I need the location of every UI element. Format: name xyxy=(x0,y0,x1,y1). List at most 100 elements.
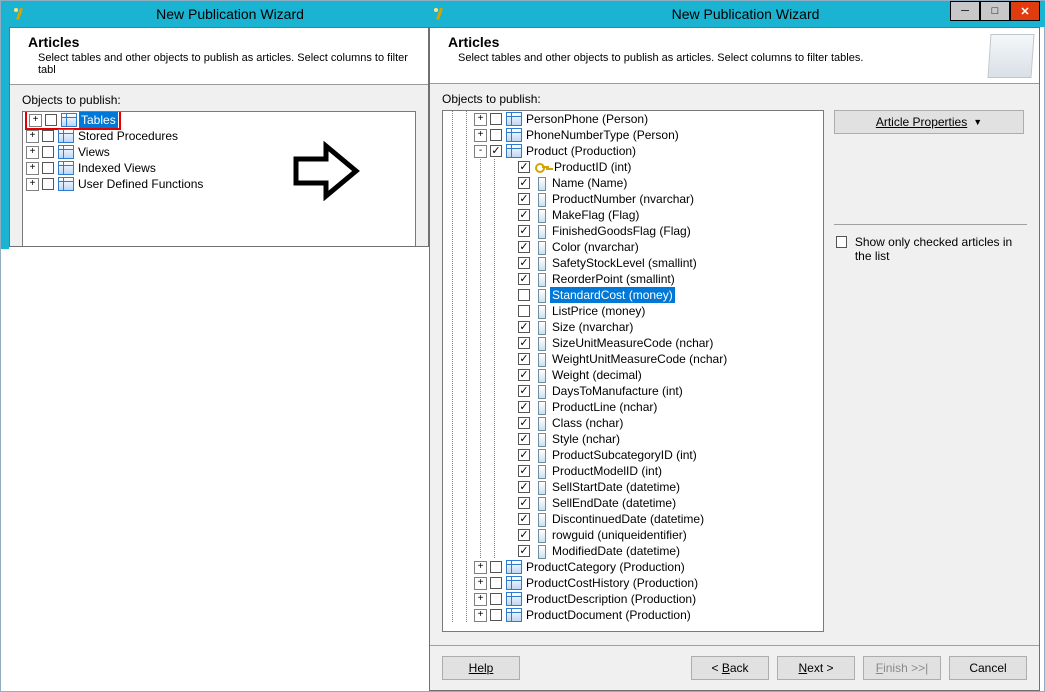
back-button[interactable]: < Back xyxy=(691,656,769,680)
checkbox[interactable] xyxy=(518,273,530,285)
column-row[interactable]: WeightUnitMeasureCode (nchar) xyxy=(443,351,823,367)
column-row[interactable]: ReorderPoint (smallint) xyxy=(443,271,823,287)
checkbox[interactable] xyxy=(518,449,530,461)
right-tree-scroll[interactable]: +PersonPhone (Person)+PhoneNumberType (P… xyxy=(443,111,823,631)
checkbox[interactable] xyxy=(518,161,530,173)
help-button[interactable]: Help xyxy=(442,656,520,680)
expand-icon[interactable]: + xyxy=(474,609,487,622)
checkbox[interactable] xyxy=(518,545,530,557)
checkbox[interactable] xyxy=(518,481,530,493)
checkbox[interactable] xyxy=(518,241,530,253)
checkbox[interactable] xyxy=(518,225,530,237)
left-window-titlebar[interactable]: New Publication Wizard xyxy=(9,1,429,27)
table-row[interactable]: -Product (Production) xyxy=(443,143,823,159)
column-row[interactable]: ModifiedDate (datetime) xyxy=(443,543,823,559)
column-row[interactable]: SizeUnitMeasureCode (nchar) xyxy=(443,335,823,351)
expand-icon[interactable]: + xyxy=(26,178,39,191)
checkbox[interactable] xyxy=(42,178,54,190)
expand-icon[interactable]: + xyxy=(26,146,39,159)
show-only-checkbox[interactable] xyxy=(836,236,847,248)
next-button[interactable]: Next > xyxy=(777,656,855,680)
column-row[interactable]: ProductSubcategoryID (int) xyxy=(443,447,823,463)
column-icon xyxy=(534,240,548,254)
column-row[interactable]: Size (nvarchar) xyxy=(443,319,823,335)
expand-icon[interactable]: + xyxy=(474,561,487,574)
column-row[interactable]: SellEndDate (datetime) xyxy=(443,495,823,511)
checkbox[interactable] xyxy=(45,114,57,126)
article-properties-button[interactable]: Article Properties ▼ xyxy=(834,110,1024,134)
table-row[interactable]: +ProductDocument (Production) xyxy=(443,607,823,623)
table-row[interactable]: +ProductDescription (Production) xyxy=(443,591,823,607)
tree-item-label: ProductCostHistory (Production) xyxy=(524,575,700,591)
checkbox[interactable] xyxy=(42,162,54,174)
column-row[interactable]: SafetyStockLevel (smallint) xyxy=(443,255,823,271)
right-window-titlebar[interactable]: New Publication Wizard ─ □ ✕ xyxy=(429,1,1040,27)
expand-icon[interactable]: + xyxy=(26,130,39,143)
column-row[interactable]: Style (nchar) xyxy=(443,431,823,447)
table-row[interactable]: + ProductCostHistory (Production) xyxy=(443,575,823,591)
expand-icon[interactable]: + xyxy=(29,114,42,127)
column-row[interactable]: DiscontinuedDate (datetime) xyxy=(443,511,823,527)
checkbox[interactable] xyxy=(518,385,530,397)
minimize-button[interactable]: ─ xyxy=(950,1,980,21)
column-row[interactable]: StandardCost (money) xyxy=(443,287,823,303)
checkbox[interactable] xyxy=(518,289,530,301)
column-row[interactable]: DaysToManufacture (int) xyxy=(443,383,823,399)
column-row[interactable]: rowguid (uniqueidentifier) xyxy=(443,527,823,543)
checkbox[interactable] xyxy=(518,433,530,445)
column-row[interactable]: ProductID (int) xyxy=(443,159,823,175)
show-only-checked-option[interactable]: Show only checked articles in the list xyxy=(834,235,1027,263)
checkbox[interactable] xyxy=(518,257,530,269)
column-row[interactable]: ProductLine (nchar) xyxy=(443,399,823,415)
checkbox[interactable] xyxy=(518,465,530,477)
maximize-button[interactable]: □ xyxy=(980,1,1010,21)
checkbox[interactable] xyxy=(518,193,530,205)
column-row[interactable]: Class (nchar) xyxy=(443,415,823,431)
checkbox[interactable] xyxy=(490,577,502,589)
checkbox[interactable] xyxy=(518,353,530,365)
checkbox[interactable] xyxy=(518,337,530,349)
checkbox[interactable] xyxy=(518,209,530,221)
table-row[interactable]: +PersonPhone (Person) xyxy=(443,111,823,127)
checkbox[interactable] xyxy=(518,305,530,317)
expand-icon[interactable]: + xyxy=(474,593,487,606)
column-row[interactable]: ListPrice (money) xyxy=(443,303,823,319)
checkbox[interactable] xyxy=(490,593,502,605)
collapse-icon[interactable]: - xyxy=(474,145,487,158)
expand-icon[interactable]: + xyxy=(474,129,487,142)
table-row[interactable]: +PhoneNumberType (Person) xyxy=(443,127,823,143)
checkbox[interactable] xyxy=(518,401,530,413)
checkbox[interactable] xyxy=(490,113,502,125)
checkbox[interactable] xyxy=(518,321,530,333)
column-row[interactable]: ProductModelID (int) xyxy=(443,463,823,479)
expand-icon[interactable]: + xyxy=(26,162,39,175)
checkbox[interactable] xyxy=(42,130,54,142)
checkbox[interactable] xyxy=(518,177,530,189)
checkbox[interactable] xyxy=(518,369,530,381)
canvas: New Publication Wizard Articles Select t… xyxy=(0,0,1045,692)
checkbox[interactable] xyxy=(518,529,530,541)
column-row[interactable]: Weight (decimal) xyxy=(443,367,823,383)
expand-icon[interactable]: + xyxy=(474,577,487,590)
checkbox[interactable] xyxy=(490,145,502,157)
checkbox[interactable] xyxy=(490,609,502,621)
checkbox[interactable] xyxy=(518,417,530,429)
expand-icon[interactable]: + xyxy=(474,113,487,126)
checkbox[interactable] xyxy=(490,129,502,141)
column-row[interactable]: ProductNumber (nvarchar) xyxy=(443,191,823,207)
checkbox[interactable] xyxy=(518,513,530,525)
column-row[interactable]: Color (nvarchar) xyxy=(443,239,823,255)
close-button[interactable]: ✕ xyxy=(1010,1,1040,21)
column-row[interactable]: MakeFlag (Flag) xyxy=(443,207,823,223)
cancel-button[interactable]: Cancel xyxy=(949,656,1027,680)
checkbox[interactable] xyxy=(518,497,530,509)
column-icon xyxy=(534,480,548,494)
tree-item[interactable]: +Tables xyxy=(23,112,415,128)
table-row[interactable]: +ProductCategory (Production) xyxy=(443,559,823,575)
column-row[interactable]: Name (Name) xyxy=(443,175,823,191)
checkbox[interactable] xyxy=(42,146,54,158)
column-row[interactable]: FinishedGoodsFlag (Flag) xyxy=(443,223,823,239)
column-row[interactable]: SellStartDate (datetime) xyxy=(443,479,823,495)
finish-button[interactable]: Finish >>| xyxy=(863,656,941,680)
checkbox[interactable] xyxy=(490,561,502,573)
